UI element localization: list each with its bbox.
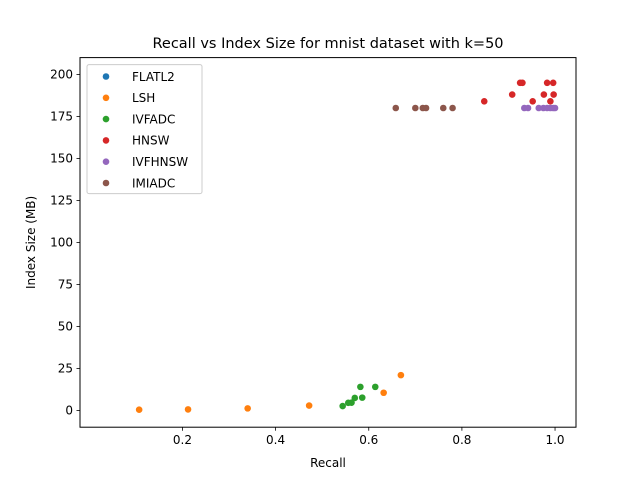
point-imiadc	[422, 104, 430, 112]
point-lsh	[135, 406, 143, 414]
y-axis-label: Index Size (MB)	[24, 196, 38, 289]
legend-marker-flatl2	[102, 73, 110, 80]
point-ivfadc	[371, 383, 379, 391]
point-ivfhnsw	[535, 104, 543, 112]
x-tick-label: 0.2	[173, 433, 192, 447]
point-hnsw	[480, 97, 488, 105]
point-ivfhnsw	[524, 104, 532, 112]
point-lsh	[397, 371, 405, 379]
legend-label-ivfadc: IVFADC	[132, 112, 175, 126]
y-tick-label: 100	[50, 236, 73, 250]
x-tick-label: 0.4	[266, 433, 285, 447]
y-tick-label: 75	[58, 278, 73, 292]
legend-marker-lsh	[102, 94, 110, 102]
point-ivfadc	[339, 402, 346, 410]
point-hnsw	[543, 79, 551, 87]
legend-label-hnsw: HNSW	[132, 134, 170, 148]
y-tick-label: 150	[50, 152, 73, 166]
y-tick-label: 0	[65, 404, 73, 418]
data-points	[135, 79, 559, 414]
point-lsh	[305, 402, 313, 409]
point-ivfadc	[357, 383, 364, 391]
y-tick-label: 25	[58, 362, 73, 376]
point-hnsw	[540, 91, 548, 98]
chart-title: Recall vs Index Size for mnist dataset w…	[152, 36, 503, 52]
y-axis-ticks: 0 25 50 75 100 125 150 175 200	[50, 68, 80, 418]
point-ivfhnsw	[551, 104, 559, 112]
point-ivfadc	[348, 399, 355, 406]
point-lsh	[380, 389, 387, 397]
point-imiadc	[449, 104, 456, 112]
point-lsh	[244, 405, 251, 412]
x-axis-ticks: 0.2 0.4 0.6 0.8 1.0	[173, 427, 565, 447]
x-axis-label: Recall	[310, 456, 346, 470]
point-imiadc	[392, 104, 400, 112]
legend-marker-ivfadc	[102, 115, 110, 123]
legend-label-imiadc: IMIADC	[132, 176, 175, 190]
point-imiadc	[439, 104, 447, 112]
legend-label-flatl2: FLATL2	[132, 70, 175, 84]
point-lsh	[184, 406, 192, 413]
y-tick-label: 50	[58, 320, 73, 334]
legend-marker-hnsw	[102, 137, 110, 144]
legend: FLATL2 LSH IVFADC HNSW IVFHNSW IMIADC	[86, 64, 203, 195]
point-hnsw	[529, 97, 536, 105]
point-hnsw	[549, 79, 557, 87]
point-ivfadc	[351, 394, 359, 402]
y-tick-label: 125	[50, 194, 73, 208]
x-tick-label: 1.0	[545, 433, 564, 447]
legend-box	[86, 64, 203, 195]
legend-marker-imiadc	[102, 179, 110, 187]
x-tick-label: 0.8	[452, 433, 471, 447]
point-ivfadc	[358, 394, 366, 401]
point-hnsw	[508, 91, 516, 98]
y-tick-label: 175	[50, 110, 73, 124]
legend-label-ivfhnsw: IVFHNSW	[132, 155, 188, 169]
point-hnsw	[519, 79, 526, 87]
x-tick-label: 0.6	[359, 433, 378, 447]
point-hnsw	[550, 91, 557, 98]
legend-marker-ivfhnsw	[102, 158, 110, 165]
point-imiadc	[412, 104, 419, 112]
y-tick-label: 200	[50, 68, 73, 82]
legend-label-lsh: LSH	[132, 91, 155, 105]
point-hnsw	[547, 97, 554, 105]
